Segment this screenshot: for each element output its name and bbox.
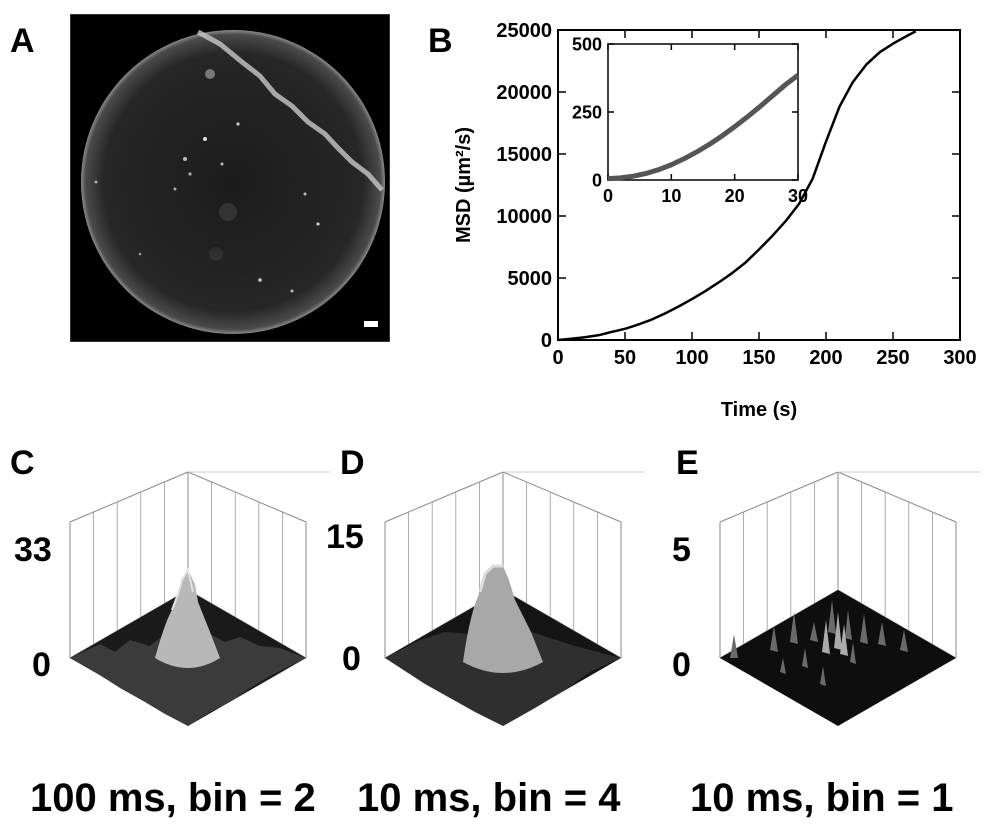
y-tick-label: 500 — [572, 34, 602, 54]
surface-peak-highlight — [171, 567, 194, 611]
scale-bar — [364, 321, 378, 327]
bright-spot — [316, 222, 320, 226]
bright-spot — [188, 172, 192, 176]
bright-spot — [183, 157, 187, 161]
bright-spot — [203, 137, 207, 141]
panel-c-caption: 100 ms, bin = 2 — [30, 776, 316, 820]
x-tick-label: 20 — [725, 186, 745, 206]
box-edge — [384, 471, 504, 523]
y-tick-label: 0 — [592, 170, 602, 190]
surface-floor — [720, 590, 956, 726]
box-edge — [719, 471, 839, 523]
series-line — [557, 30, 917, 342]
panel-e-caption: 10 ms, bin = 1 — [690, 776, 954, 820]
x-tick-label: 200 — [809, 347, 842, 369]
x-tick-label: 300 — [943, 347, 976, 369]
panel-letter-b: B — [428, 22, 453, 60]
bright-spot — [303, 192, 307, 196]
surface-spikes — [730, 600, 908, 686]
msd-main-axes: 0 50 100 150 200 250 3000500010000150002000025… — [453, 20, 977, 421]
x-tick-label: 250 — [876, 347, 909, 369]
y-tick-label: 5000 — [508, 268, 553, 290]
x-tick-label: 30 — [788, 186, 808, 206]
y-tick-label: 10000 — [496, 206, 552, 228]
box-edge — [502, 471, 622, 523]
plot-frame — [607, 43, 799, 181]
bright-spot — [290, 289, 294, 293]
panel-d-zmin-label: 0 — [342, 640, 361, 678]
bright-spot — [205, 69, 215, 79]
panel-e-zmin-label: 0 — [672, 646, 691, 684]
surface-noise — [70, 634, 306, 726]
faint-blob — [209, 247, 223, 261]
x-tick-label: 50 — [614, 347, 636, 369]
panel-letter-a: A — [10, 22, 35, 60]
panel-e-surface-plot — [719, 471, 980, 726]
panel-d-zmax-label: 15 — [326, 518, 364, 556]
surface-noise — [385, 630, 621, 726]
panel-letter-e: E — [676, 444, 699, 482]
panel-e-zmax-label: 5 — [672, 531, 691, 569]
panel-a-micrograph — [70, 14, 390, 342]
y-tick-label: 250 — [572, 102, 602, 122]
y-axis-label: MSD (µm²/s) — [453, 127, 475, 243]
panel-d-surface-plot — [384, 471, 645, 726]
x-tick-label: 150 — [742, 347, 775, 369]
y-tick-label: 0 — [541, 330, 552, 352]
y-tick-label: 20000 — [496, 82, 552, 104]
bright-spot — [173, 187, 177, 191]
box-edge — [187, 471, 307, 523]
x-tick-label: 100 — [675, 347, 708, 369]
panel-letter-d: D — [340, 444, 365, 482]
bright-spot — [220, 162, 224, 166]
surface-peak-spikes — [822, 612, 848, 656]
y-tick-label: 25000 — [496, 20, 552, 42]
bright-spot — [138, 252, 142, 256]
y-tick-label: 15000 — [496, 144, 552, 166]
droplet-disc — [81, 30, 385, 334]
x-axis-label: Time (s) — [721, 399, 797, 421]
surface-peak — [155, 570, 220, 668]
msd-inset-axes: 0 10 20 30 0 250 500 — [572, 34, 808, 206]
surface-peak — [463, 566, 543, 673]
panel-c-zmax-label: 33 — [14, 531, 52, 569]
box-edge — [837, 471, 957, 523]
x-tick-label: 0 — [603, 186, 613, 206]
msd-chart: 0 50 100 150 200 250 3000500010000150002000025… — [453, 20, 977, 421]
panel-c-surface-plot — [69, 471, 330, 726]
bright-spot — [236, 122, 240, 126]
panel-letter-c: C — [10, 444, 35, 482]
panel-d-caption: 10 ms, bin = 4 — [357, 776, 621, 820]
x-tick-label: 10 — [661, 186, 681, 206]
bright-fold-line — [196, 29, 384, 192]
surface-peak-highlight — [478, 564, 503, 593]
panel-c-zmin-label: 0 — [32, 646, 51, 684]
bright-spot — [258, 278, 262, 282]
bright-spot — [94, 180, 98, 184]
x-tick-label: 0 — [552, 347, 563, 369]
faint-blob — [219, 203, 237, 221]
series-line — [607, 73, 800, 182]
box-edge — [69, 471, 189, 523]
